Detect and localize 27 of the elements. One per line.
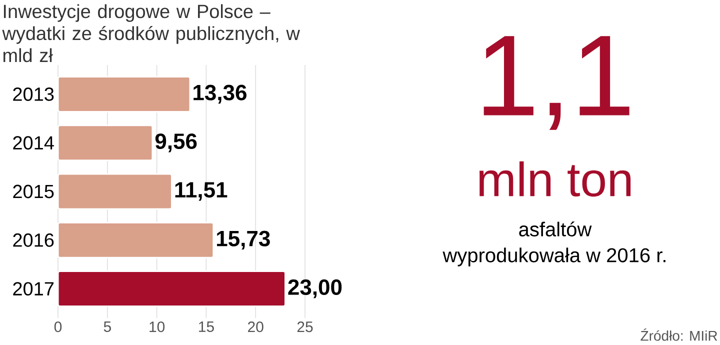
text: wyprodukowała w 2016 r. (442, 248, 666, 266)
x-tick-label: 20 (248, 322, 264, 332)
y-tick-label: 2014 (13, 136, 54, 150)
bar (57, 124, 154, 162)
text: 1,1 (484, 36, 630, 130)
y-tick-label: 2016 (13, 233, 54, 247)
y-tick-label: 2017 (13, 282, 54, 296)
chart-title: Inwestycje drogowe w Polsce – wydatki ze środków publicznych, w mld zł (2, 4, 300, 62)
x-tick-label: 0 (54, 322, 62, 332)
x-tick-label: 5 (104, 322, 111, 332)
y-tick-label: 2015 (13, 184, 54, 198)
y-tick-label: 2013 (13, 87, 54, 101)
bar (57, 270, 286, 308)
data-label: 13,36 (194, 84, 246, 104)
data-label: 11,51 (175, 182, 228, 201)
data-label: 23,00 (288, 279, 342, 298)
x-tick-label: 10 (150, 322, 165, 332)
text: mln ton (479, 161, 631, 197)
x-tick-label: 15 (199, 322, 214, 332)
bar (57, 76, 191, 112)
text: asfaltów (519, 222, 592, 236)
text: Źródło: MIiR (640, 328, 718, 341)
bar (57, 222, 214, 258)
bar (57, 173, 172, 210)
x-tick-label: 25 (297, 322, 313, 332)
data-label: 15,73 (217, 230, 270, 250)
data-label: 9,56 (155, 133, 197, 152)
